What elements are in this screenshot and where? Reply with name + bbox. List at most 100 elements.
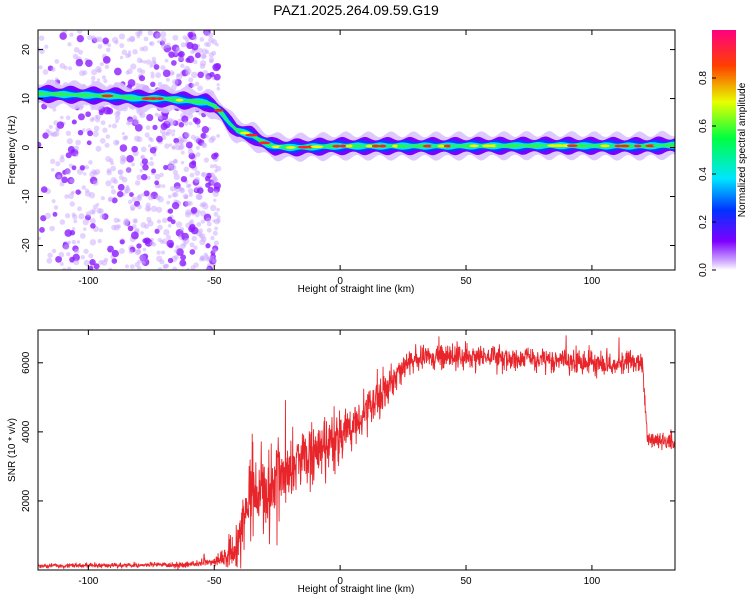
noise-dot <box>40 186 48 193</box>
noise-dot <box>38 236 41 240</box>
noise-dot <box>111 197 118 204</box>
x-tick-label: 50 <box>460 576 472 587</box>
noise-dot <box>82 70 88 76</box>
y-tick-label: 6000 <box>21 351 32 374</box>
noise-dot <box>174 141 179 146</box>
snr-series-line <box>38 335 675 570</box>
noise-dot <box>140 146 147 153</box>
noise-dot <box>187 31 194 38</box>
spectrogram-y-ticks: -20 -10 0 10 20 <box>21 44 675 253</box>
noise-dot <box>182 242 187 247</box>
noise-dot <box>55 161 61 167</box>
noise-dot <box>189 249 196 255</box>
noise-dot <box>176 46 180 51</box>
noise-dot <box>108 267 113 270</box>
noise-dot <box>111 258 118 264</box>
noise-dot <box>88 160 93 165</box>
noise-dot <box>49 225 55 232</box>
noise-dot <box>139 75 146 82</box>
noise-dot <box>156 206 163 213</box>
ridge-hotspot <box>155 97 164 100</box>
noise-dot <box>94 114 98 119</box>
noise-dot <box>127 79 136 87</box>
noise-dot <box>139 59 144 63</box>
noise-dot <box>193 59 198 65</box>
noise-dot <box>205 256 211 262</box>
noise-dot <box>85 111 91 118</box>
noise-dot <box>204 41 209 47</box>
noise-dot <box>64 213 71 219</box>
noise-dot <box>178 50 185 58</box>
noise-dot <box>51 131 58 138</box>
noise-dot <box>125 70 130 75</box>
colorbar-tick-label: 0.6 <box>698 119 709 133</box>
noise-dot <box>47 252 53 258</box>
noise-dot <box>171 192 177 198</box>
noise-dot <box>200 219 206 224</box>
noise-dot <box>133 119 140 126</box>
figure-title: PAZ1.2025.264.09.59.G19 <box>273 2 439 18</box>
noise-dot <box>171 132 175 137</box>
noise-dot <box>180 150 185 155</box>
noise-dot <box>208 57 215 63</box>
snr-frame <box>37 329 676 571</box>
ridge-hotspot <box>351 144 361 148</box>
noise-dot <box>215 42 219 47</box>
ridge-hotspot <box>422 144 434 148</box>
noise-dot <box>142 164 149 171</box>
noise-dot <box>83 248 89 254</box>
noise-dot <box>127 52 132 57</box>
noise-dot <box>132 218 138 224</box>
noise-dot <box>159 172 164 178</box>
noise-dot <box>55 255 62 263</box>
noise-dot <box>98 260 104 265</box>
noise-dot <box>140 69 146 75</box>
noise-dot <box>99 138 106 144</box>
noise-dot <box>156 219 162 224</box>
snr-y-ticks: 2000 4000 6000 <box>21 351 675 512</box>
noise-dot <box>59 262 64 267</box>
noise-dot <box>74 145 80 151</box>
noise-dot <box>147 220 154 227</box>
noise-dot <box>187 149 194 155</box>
noise-dot <box>127 118 134 125</box>
noise-dot <box>134 180 141 186</box>
noise-dot <box>139 46 144 52</box>
spectrogram-x-axis-label: Height of straight line (km) <box>298 284 415 295</box>
noise-dot <box>160 43 168 50</box>
noise-dot <box>185 209 192 216</box>
noise-dot <box>117 183 125 191</box>
noise-dot <box>96 78 101 82</box>
noise-dot <box>110 185 115 189</box>
y-tick-label: 4000 <box>21 420 32 443</box>
noise-dot <box>205 134 209 139</box>
noise-dot <box>119 43 125 49</box>
noise-dot <box>209 164 214 169</box>
noise-dot <box>83 227 87 231</box>
noise-dot <box>188 161 197 169</box>
noise-dot <box>154 228 160 234</box>
noise-dot <box>76 240 81 244</box>
noise-dot <box>149 161 155 167</box>
noise-dot <box>67 42 72 47</box>
noise-dot <box>132 48 138 55</box>
noise-dot <box>82 218 89 226</box>
x-tick-label: 100 <box>584 276 601 287</box>
y-tick-label: 10 <box>21 93 32 105</box>
noise-dot <box>201 142 207 147</box>
noise-dot <box>68 66 73 71</box>
noise-dot <box>113 217 119 223</box>
noise-dot <box>150 205 158 212</box>
noise-dot <box>150 74 155 79</box>
spectrogram-y-axis-label: Frequency (Hz) <box>7 116 18 185</box>
colorbar-gradient <box>712 30 736 270</box>
noise-dot <box>210 235 215 241</box>
noise-dot <box>77 113 85 121</box>
noise-dot <box>167 223 172 228</box>
noise-dot <box>174 249 178 253</box>
noise-dot <box>157 267 163 270</box>
noise-dot <box>127 225 134 232</box>
noise-dot <box>94 168 101 175</box>
noise-dot <box>185 141 193 149</box>
noise-dot <box>67 240 71 245</box>
